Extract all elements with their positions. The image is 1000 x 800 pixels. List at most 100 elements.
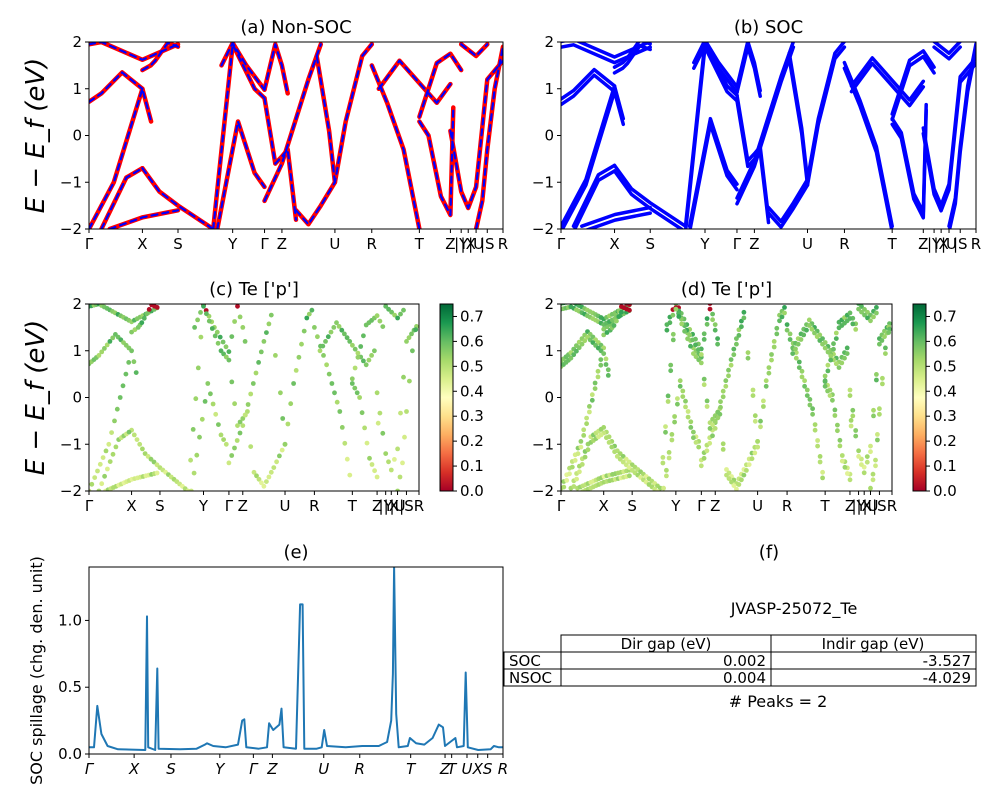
panel-d-point	[731, 352, 737, 358]
panel-d-point	[833, 330, 839, 336]
panel-d-point	[668, 362, 674, 368]
panel-d-point	[847, 393, 853, 398]
panel-d-point	[669, 437, 675, 443]
panel-d-xtick-label: S	[627, 497, 637, 515]
panel-c-point	[226, 357, 232, 363]
panel-f-subtitle: JVASP-25072_Te	[730, 599, 858, 619]
panel-d-point	[598, 357, 604, 362]
panel-c-xtick-label: |U	[390, 497, 406, 515]
panel-c-xtick-label: Γ	[225, 497, 234, 515]
panel-c-point	[242, 339, 248, 344]
panel-c-cbtick-label: 0.7	[460, 307, 484, 325]
panel-d-point	[847, 387, 853, 393]
panel-a-band-blue-5	[108, 209, 180, 229]
panel-c-point	[377, 318, 383, 324]
panel-d-point	[839, 360, 845, 366]
panel-d-point	[561, 484, 567, 490]
panel-a-xtick-label: X	[137, 235, 147, 253]
panel-b-band-dn-20	[932, 45, 962, 61]
panel-d-point	[833, 336, 839, 341]
panel-d-point	[853, 428, 859, 433]
panel-d-point	[623, 456, 629, 462]
panel-b-band-dn-16	[849, 61, 926, 108]
panel-d-point	[718, 404, 723, 410]
panel-c-point	[261, 483, 267, 489]
panel-b-band-dn-11	[735, 45, 762, 98]
panel-c-frame	[88, 303, 420, 492]
panel-c-point	[237, 419, 243, 425]
panel-c-plot	[89, 304, 419, 491]
panel-c-point	[221, 351, 227, 357]
panel-d-point	[585, 447, 591, 453]
panel-c-point	[404, 409, 409, 414]
panel-b-band-dn-4	[572, 169, 617, 229]
panel-c-point	[323, 339, 328, 344]
panel-c-point	[380, 324, 386, 329]
panel-d-point	[837, 443, 843, 449]
panel-d-point	[688, 343, 693, 349]
panel-c-xtick-label: S	[155, 497, 165, 515]
panel-d-point	[828, 357, 834, 363]
panel-d-point	[717, 411, 723, 417]
panel-c-point	[89, 488, 92, 491]
panel-c-point	[102, 473, 107, 479]
panel-d-point	[627, 304, 632, 307]
panel-d-point	[796, 359, 802, 365]
panel-b-xtick-label: |S	[953, 235, 968, 253]
panel-c-point	[288, 401, 294, 407]
panel-c-point	[259, 480, 264, 486]
panel-c-point	[279, 447, 285, 453]
panel-d-point	[825, 388, 830, 394]
panel-c-point	[190, 427, 196, 432]
panel-d-point	[663, 429, 668, 435]
panel-d-point	[804, 387, 810, 393]
panel-c-point	[240, 325, 246, 330]
panel-c-point	[409, 331, 414, 337]
panel-c-point	[96, 488, 102, 491]
panel-c-point	[329, 381, 335, 386]
panel-d-point	[707, 306, 713, 312]
panel-c-point	[332, 390, 337, 396]
panel-d-point	[868, 449, 873, 455]
panel-d-point	[802, 378, 807, 384]
panel-d-xtick-label: Z	[710, 497, 720, 515]
panel-d-point	[812, 427, 818, 433]
panel-d-point	[664, 467, 669, 473]
panel-d-point	[752, 418, 758, 424]
panel-d-point	[752, 450, 758, 456]
panel-d-point	[883, 351, 888, 356]
table-cell-dir-gap: 0.002	[723, 652, 766, 670]
panel-a-ylabel: E − E_f (eV)	[21, 58, 51, 214]
panel-c-point	[114, 406, 120, 412]
panel-c-point	[141, 315, 147, 321]
panel-d-point	[868, 318, 873, 324]
panel-c-point	[120, 383, 126, 389]
panel-b-band-up-7	[692, 42, 739, 89]
panel-c-point	[205, 381, 211, 386]
panel-c-point	[306, 311, 312, 317]
panel-c-point	[232, 401, 238, 407]
panel-d-point	[623, 462, 629, 468]
panel-d-point	[592, 386, 598, 391]
panel-c-point	[304, 315, 310, 321]
panel-d-point	[853, 327, 859, 332]
panel-c-point	[154, 470, 160, 476]
panel-c-point	[99, 481, 105, 487]
panel-c-point	[204, 311, 209, 317]
panel-d-point	[806, 317, 812, 323]
panel-a-band-blue-18	[418, 106, 455, 217]
panel-c-point	[328, 329, 334, 335]
panel-c-ytick-label: 1	[72, 342, 82, 360]
panel-c-point	[237, 430, 243, 436]
panel-d-point	[736, 333, 742, 338]
panel-b-band-up-2	[561, 84, 626, 228]
panel-d-point	[807, 397, 813, 402]
panel-a-band-blue-6	[141, 42, 180, 72]
panel-c-point	[374, 390, 380, 396]
panel-c-point	[217, 334, 223, 340]
panel-d-point	[801, 332, 807, 338]
panel-c-ytick-label: −2	[60, 482, 82, 500]
panel-d-point	[850, 321, 856, 327]
panel-c-point	[223, 441, 229, 447]
panel-a-band-blue-14	[315, 54, 336, 184]
